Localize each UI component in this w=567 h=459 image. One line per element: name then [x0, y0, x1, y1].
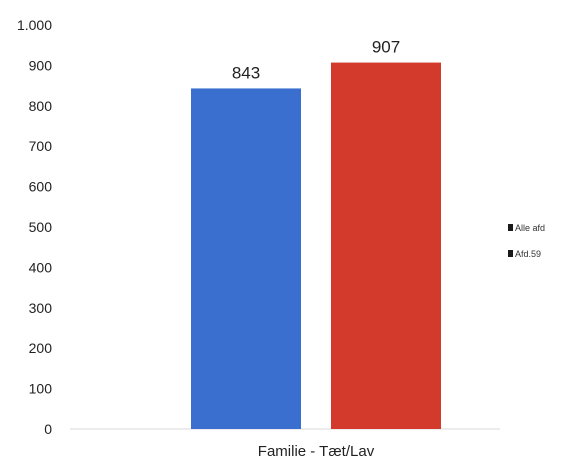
y-axis: 0 100 200 300 400 500 600 700 800 900 1.000	[17, 17, 52, 437]
x-tick-label: Familie - Tæt/Lav	[258, 443, 375, 459]
y-tick-label: 500	[29, 219, 53, 235]
legend-label-afd-59: Afd.59	[515, 249, 541, 259]
bar-afd-59	[331, 62, 441, 430]
y-tick-label: 900	[29, 57, 53, 73]
y-tick-label: 600	[29, 179, 53, 195]
y-tick-label: 100	[29, 381, 53, 397]
x-axis: Familie - Tæt/Lav	[70, 428, 500, 459]
y-tick-label: 800	[29, 98, 53, 114]
legend-swatch-afd-59	[508, 250, 513, 257]
legend-item-afd-59[interactable]: Afd.59	[508, 249, 541, 259]
legend-item-alle-afd[interactable]: Alle afd	[508, 223, 545, 233]
y-tick-label: 200	[29, 340, 53, 356]
bars: 843 907	[191, 38, 441, 430]
legend: Alle afd Afd.59	[508, 223, 545, 259]
y-tick-label: 400	[29, 259, 53, 275]
legend-swatch-alle-afd	[508, 224, 513, 231]
y-tick-label: 700	[29, 138, 53, 154]
y-tick-label: 300	[29, 300, 53, 316]
legend-label-alle-afd: Alle afd	[515, 223, 545, 233]
data-label: 907	[372, 38, 400, 57]
data-label: 843	[232, 63, 260, 82]
bar-alle-afd	[191, 88, 301, 429]
y-tick-label: 1.000	[17, 17, 52, 33]
y-tick-label: 0	[44, 421, 52, 437]
